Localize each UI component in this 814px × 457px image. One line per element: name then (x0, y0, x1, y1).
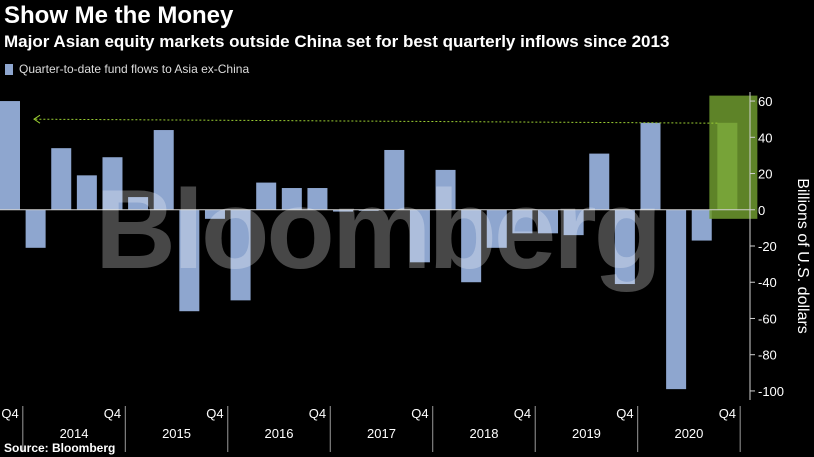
bar-q2-2016 (256, 182, 277, 210)
bar-q1-2015 (128, 197, 149, 210)
bar-q1-2018 (435, 169, 456, 210)
legend-label: Quarter-to-date fund flows to Asia ex-Ch… (19, 62, 250, 76)
source-note: Source: Bloomberg (4, 441, 116, 455)
bar-q2-2018 (461, 209, 482, 283)
x-tick-label: Q4 (514, 406, 531, 421)
y-axis-title: Billions of U.S. dollars (794, 178, 811, 334)
bars-group (0, 101, 738, 390)
bar-q4-2018 (512, 209, 533, 234)
y-tick-label: -100 (758, 384, 784, 399)
y-tick-label: -80 (758, 348, 777, 363)
bar-q1-2017 (333, 209, 354, 212)
bar-q2-2020 (666, 209, 687, 390)
bar-q2-2014 (51, 148, 72, 210)
bar-q4-2017 (409, 209, 430, 263)
x-year-label: 2018 (470, 426, 499, 441)
y-tick-label: 40 (758, 130, 772, 145)
bar-q4-2019 (614, 209, 635, 285)
x-tick-label: Q4 (616, 406, 633, 421)
bar-q1-2016 (230, 209, 251, 301)
bar-q3-2014 (76, 175, 97, 210)
chart-title: Show Me the Money (4, 2, 234, 29)
x-tick-label: Q4 (1, 406, 18, 421)
x-tick-label: Q4 (719, 406, 736, 421)
y-tick-label: 20 (758, 167, 772, 182)
y-tick-label: -20 (758, 239, 777, 254)
annotation-group (33, 95, 758, 219)
x-tick-label: Q4 (411, 406, 428, 421)
bar-q3-2016 (281, 188, 302, 210)
legend-swatch (5, 63, 13, 75)
bar-q1-2020 (640, 122, 661, 210)
x-year-label: 2016 (265, 426, 294, 441)
bar-q3-2019 (589, 153, 610, 210)
x-year-label: 2015 (162, 426, 191, 441)
bar-q3-2015 (179, 209, 200, 312)
x-year-label: 2020 (674, 426, 703, 441)
y-tick-label: -40 (758, 275, 777, 290)
bar-q4-2016 (307, 188, 328, 210)
reference-arrow-line (33, 118, 718, 124)
chart-subtitle: Major Asian equity markets outside China… (4, 32, 670, 51)
x-year-label: 2019 (572, 426, 601, 441)
bar-q4-2015 (204, 209, 225, 219)
y-tick-label: 0 (758, 203, 765, 218)
y-tick-label: -60 (758, 311, 777, 326)
bar-q1-2019 (538, 209, 559, 234)
y-tick-label: 60 (758, 94, 772, 109)
bar-q3-2017 (384, 149, 405, 210)
x-tick-label: Q4 (309, 406, 326, 421)
bar-q1-2014 (25, 209, 46, 248)
x-tick-label: Q4 (206, 406, 223, 421)
axes-group: 60 40 20 0 -20 -40 -60 -80 -100 Billions of U.S. … (0, 92, 811, 452)
highlight-box (709, 95, 758, 219)
reference-arrow-head (33, 114, 41, 124)
bar-q2-2015 (153, 130, 174, 210)
legend: Quarter-to-date fund flows to Asia ex-Ch… (5, 62, 249, 76)
bar-q4-2014 (102, 157, 123, 210)
bar-q3-2018 (486, 209, 507, 248)
x-year-label: 2014 (60, 426, 89, 441)
bar-q2-2019 (563, 209, 584, 236)
bar-q3-2020 (691, 209, 712, 241)
bar-q4-2013 (0, 101, 20, 210)
x-tick-label: Q4 (104, 406, 121, 421)
x-year-label: 2017 (367, 426, 396, 441)
